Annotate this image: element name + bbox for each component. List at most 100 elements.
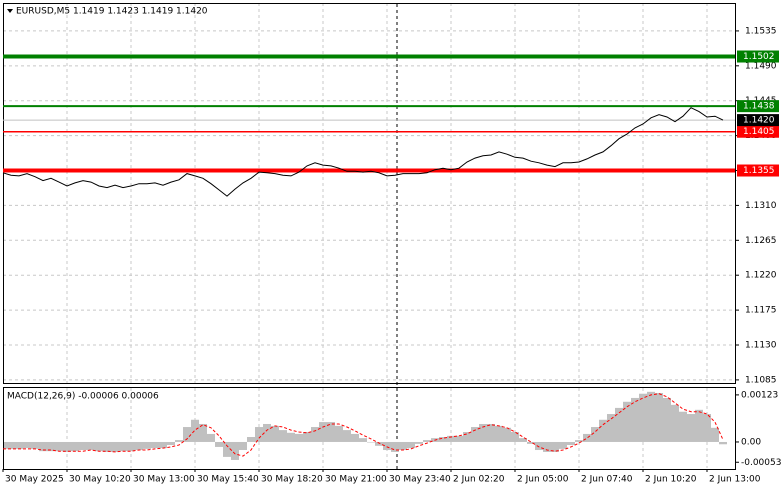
macd-bar bbox=[439, 436, 447, 442]
macd-bar bbox=[15, 441, 23, 449]
macd-bar bbox=[239, 441, 247, 451]
current-price-label: 1.1420 bbox=[743, 116, 775, 126]
macd-bar bbox=[687, 414, 695, 442]
macd-bar bbox=[703, 414, 711, 442]
macd-bar bbox=[303, 432, 311, 442]
macd-bar bbox=[359, 438, 367, 442]
level-label-box bbox=[737, 100, 779, 113]
macd-bar bbox=[423, 440, 431, 442]
macd-bar bbox=[351, 433, 359, 442]
x-tick-label: 30 May 21:00 bbox=[325, 475, 387, 485]
macd-bar bbox=[159, 441, 167, 449]
macd-bar bbox=[279, 430, 287, 442]
macd-bar bbox=[591, 427, 599, 442]
macd-bar bbox=[23, 441, 31, 449]
macd-bar bbox=[455, 435, 463, 442]
macd-bar bbox=[151, 441, 159, 449]
macd-bar bbox=[263, 423, 271, 442]
level-label-box bbox=[737, 50, 779, 63]
x-tick-label: 30 May 15:40 bbox=[197, 475, 259, 485]
y-tick-label: 1.1490 bbox=[745, 61, 777, 71]
level-label: 1.1355 bbox=[743, 166, 775, 176]
macd-bar bbox=[255, 427, 263, 442]
level-label: 1.1502 bbox=[743, 52, 775, 62]
macd-bar bbox=[559, 441, 567, 449]
macd-bar bbox=[335, 425, 343, 442]
macd-bar bbox=[623, 401, 631, 442]
price-line bbox=[2, 107, 724, 197]
macd-bar bbox=[7, 441, 15, 449]
level-label-box bbox=[737, 125, 779, 138]
macd-bar bbox=[247, 436, 255, 442]
y-tick-label: -0.00053 bbox=[741, 458, 781, 468]
macd-bar bbox=[327, 422, 335, 442]
macd-bar bbox=[663, 397, 671, 442]
macd-bar bbox=[535, 441, 543, 451]
macd-bar bbox=[639, 393, 647, 442]
macd-bar bbox=[495, 425, 503, 442]
x-tick-label: 30 May 18:20 bbox=[261, 475, 323, 485]
x-tick-label: 2 Jun 05:00 bbox=[517, 475, 569, 485]
macd-bar bbox=[143, 441, 151, 449]
macd-bar bbox=[119, 441, 127, 452]
y-tick-label: 0.00123 bbox=[741, 390, 778, 400]
y-tick-label: 1.1535 bbox=[745, 26, 777, 36]
macd-bar bbox=[4, 441, 7, 449]
macd-bar bbox=[447, 435, 455, 442]
macd-bar bbox=[607, 414, 615, 442]
macd-bar bbox=[463, 432, 471, 442]
x-tick-label: 30 May 2025 bbox=[5, 475, 64, 485]
macd-bar bbox=[191, 419, 199, 442]
menu-triangle[interactable] bbox=[7, 9, 13, 13]
macd-bar bbox=[631, 397, 639, 442]
macd-bar bbox=[679, 411, 687, 442]
macd-bar bbox=[31, 441, 39, 449]
macd-bar bbox=[367, 441, 375, 443]
macd-bar bbox=[719, 441, 727, 445]
chart-title: EURUSD,M5 1.1419 1.1423 1.1419 1.1420 bbox=[16, 7, 208, 17]
macd-bar bbox=[319, 422, 327, 442]
y-tick-label: 0.00 bbox=[741, 437, 761, 447]
macd-bar bbox=[383, 441, 391, 451]
macd-bar bbox=[511, 432, 519, 442]
level-label-box bbox=[737, 164, 779, 177]
macd-bar bbox=[199, 423, 207, 442]
macd-bar bbox=[599, 419, 607, 442]
y-tick-label: 1.1175 bbox=[745, 306, 777, 316]
macd-bar bbox=[615, 407, 623, 442]
macd-bar bbox=[695, 409, 703, 442]
macd-bar bbox=[711, 427, 719, 442]
macd-bar bbox=[183, 427, 191, 442]
x-tick-label: 30 May 10:20 bbox=[69, 475, 131, 485]
macd-bar bbox=[503, 427, 511, 442]
y-tick-label: 1.1130 bbox=[745, 341, 777, 351]
y-tick-label: 1.1310 bbox=[745, 201, 777, 211]
macd-bar bbox=[87, 441, 95, 451]
macd-bar bbox=[391, 441, 399, 452]
macd-bar bbox=[583, 433, 591, 442]
macd-bar bbox=[231, 441, 239, 460]
macd-bar bbox=[527, 441, 535, 444]
macd-bar bbox=[407, 441, 415, 449]
macd-bar bbox=[111, 441, 119, 452]
macd-bar bbox=[399, 441, 407, 451]
macd-bar bbox=[519, 438, 527, 442]
macd-bar bbox=[167, 441, 175, 446]
macd-bar bbox=[63, 441, 71, 452]
macd-title: MACD(12,26,9) -0.00006 0.00006 bbox=[7, 392, 159, 402]
macd-bar bbox=[343, 430, 351, 442]
macd-bar bbox=[103, 441, 111, 452]
macd-bar bbox=[471, 427, 479, 442]
level-label: 1.1405 bbox=[743, 127, 775, 137]
level-label: 1.1438 bbox=[743, 102, 775, 112]
price-panel-frame bbox=[3, 3, 736, 384]
x-tick-label: 30 May 13:00 bbox=[133, 475, 195, 485]
macd-bar bbox=[127, 441, 135, 452]
macd-bar bbox=[671, 404, 679, 442]
macd-bar bbox=[207, 433, 215, 442]
macd-bar bbox=[223, 441, 231, 457]
signal-line bbox=[3, 393, 724, 457]
current-price-box bbox=[737, 114, 779, 127]
x-tick-label: 2 Jun 07:40 bbox=[581, 475, 633, 485]
